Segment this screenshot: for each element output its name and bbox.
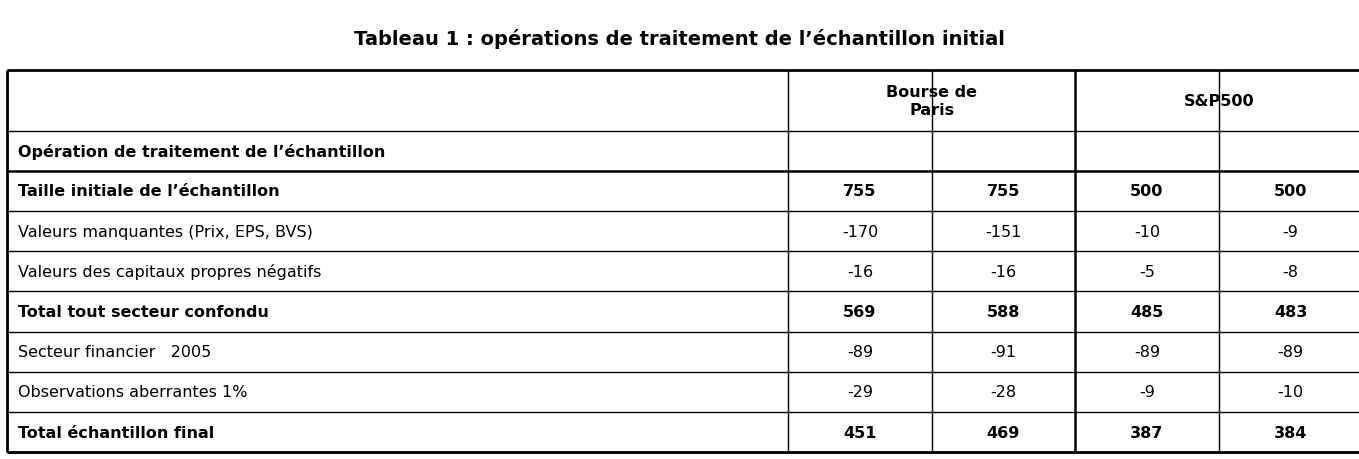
Text: -9: -9 xyxy=(1139,385,1155,399)
Text: -170: -170 xyxy=(841,224,878,239)
Text: 387: 387 xyxy=(1131,425,1163,440)
Text: -89: -89 xyxy=(1133,344,1161,359)
Text: 588: 588 xyxy=(987,304,1021,319)
Text: -89: -89 xyxy=(847,344,872,359)
Text: -16: -16 xyxy=(847,264,872,279)
Text: Bourse de
Paris: Bourse de Paris xyxy=(886,85,977,118)
Text: -29: -29 xyxy=(847,385,872,399)
Text: -91: -91 xyxy=(991,344,1017,359)
Text: 500: 500 xyxy=(1131,184,1163,199)
Text: -10: -10 xyxy=(1277,385,1303,399)
Text: -8: -8 xyxy=(1283,264,1298,279)
Text: 485: 485 xyxy=(1131,304,1163,319)
Text: -28: -28 xyxy=(991,385,1017,399)
Text: Valeurs manquantes (Prix, EPS, BVS): Valeurs manquantes (Prix, EPS, BVS) xyxy=(18,224,313,239)
Text: 469: 469 xyxy=(987,425,1021,440)
Text: -5: -5 xyxy=(1139,264,1155,279)
Text: -151: -151 xyxy=(985,224,1022,239)
Text: -89: -89 xyxy=(1277,344,1303,359)
Text: Secteur financier   2005: Secteur financier 2005 xyxy=(18,344,211,359)
Text: 500: 500 xyxy=(1273,184,1307,199)
Text: 483: 483 xyxy=(1273,304,1307,319)
Text: Opération de traitement de l’échantillon: Opération de traitement de l’échantillon xyxy=(18,143,385,159)
Text: Total tout secteur confondu: Total tout secteur confondu xyxy=(18,304,269,319)
Text: -9: -9 xyxy=(1283,224,1298,239)
Text: Tableau 1 : opérations de traitement de l’échantillon initial: Tableau 1 : opérations de traitement de … xyxy=(355,29,1004,49)
Text: 755: 755 xyxy=(844,184,877,199)
Text: 569: 569 xyxy=(844,304,877,319)
Text: -10: -10 xyxy=(1133,224,1161,239)
Text: Valeurs des capitaux propres négatifs: Valeurs des capitaux propres négatifs xyxy=(18,263,321,280)
Text: Observations aberrantes 1%: Observations aberrantes 1% xyxy=(18,385,247,399)
Text: Total échantillon final: Total échantillon final xyxy=(18,425,213,440)
Text: S&P500: S&P500 xyxy=(1184,94,1254,109)
Text: -16: -16 xyxy=(991,264,1017,279)
Text: 451: 451 xyxy=(844,425,877,440)
Text: 384: 384 xyxy=(1273,425,1307,440)
Text: 755: 755 xyxy=(987,184,1021,199)
Text: Taille initiale de l’échantillon: Taille initiale de l’échantillon xyxy=(18,184,280,199)
